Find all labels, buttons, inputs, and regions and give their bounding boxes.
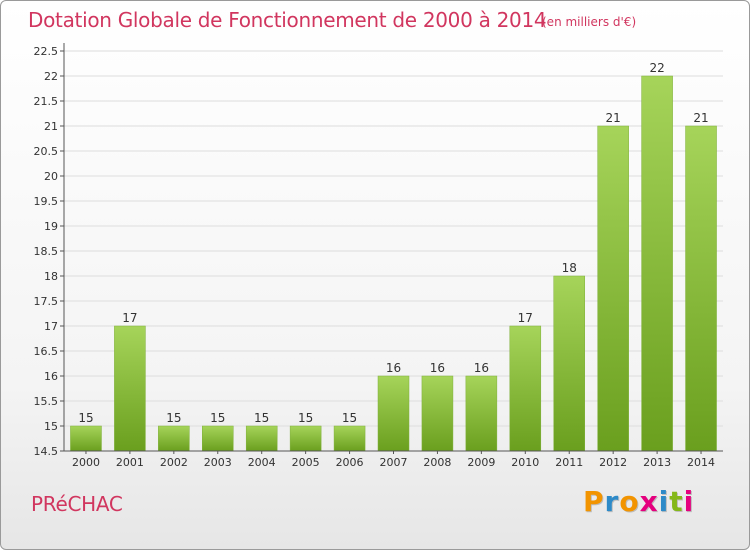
bar xyxy=(70,425,102,452)
y-tick-label: 21.5 xyxy=(34,95,59,108)
bar xyxy=(553,275,585,452)
y-tick-label: 17 xyxy=(44,320,58,333)
data-label: 16 xyxy=(386,361,401,375)
bar xyxy=(509,325,542,452)
logo-letter: t xyxy=(669,485,684,518)
data-label: 17 xyxy=(122,311,137,325)
x-tick-label: 2009 xyxy=(467,456,495,469)
data-label: 18 xyxy=(562,261,577,275)
y-tick-label: 22.5 xyxy=(34,45,59,58)
x-tick-label: 2013 xyxy=(643,456,671,469)
chart-title: Dotation Globale de Fonctionnement de 20… xyxy=(28,8,547,32)
data-label: 22 xyxy=(649,61,664,75)
bar xyxy=(333,425,366,452)
x-tick-label: 2003 xyxy=(204,456,232,469)
y-tick-label: 16 xyxy=(44,370,58,383)
x-tick-label: 2007 xyxy=(380,456,408,469)
data-label: 16 xyxy=(474,361,489,375)
y-tick-label: 16.5 xyxy=(34,345,59,358)
x-tick-label: 2000 xyxy=(72,456,100,469)
y-tick-label: 18.5 xyxy=(34,245,59,258)
x-tick-label: 2010 xyxy=(511,456,539,469)
y-tick-label: 19 xyxy=(44,220,58,233)
data-label: 21 xyxy=(606,111,621,125)
proxiti-logo[interactable]: Proxiti xyxy=(583,485,694,518)
bar xyxy=(114,325,146,452)
x-tick-label: 2006 xyxy=(336,456,364,469)
bar xyxy=(289,425,322,452)
data-label: 15 xyxy=(298,411,313,425)
x-tick-label: 2011 xyxy=(555,456,583,469)
bar xyxy=(158,425,190,452)
x-tick-label: 2002 xyxy=(160,456,188,469)
y-tick-label: 17.5 xyxy=(34,295,59,308)
logo-letter: r xyxy=(604,485,620,518)
x-tick-label: 2014 xyxy=(687,456,715,469)
logo-letter: o xyxy=(619,485,640,518)
data-label: 15 xyxy=(166,411,181,425)
bar xyxy=(377,375,410,452)
x-tick-label: 2008 xyxy=(423,456,451,469)
x-tick-label: 2004 xyxy=(248,456,276,469)
data-label: 15 xyxy=(254,411,269,425)
logo-letter: x xyxy=(639,485,659,518)
bar xyxy=(597,125,629,452)
logo-letter: P xyxy=(583,485,605,518)
bar xyxy=(465,375,498,452)
data-label: 15 xyxy=(210,411,225,425)
y-tick-label: 18 xyxy=(44,270,58,283)
logo-letter: i xyxy=(683,485,695,518)
x-tick-label: 2005 xyxy=(292,456,320,469)
logo-letter: i xyxy=(658,485,670,518)
bar xyxy=(685,125,717,452)
y-tick-label: 22 xyxy=(44,70,58,83)
chart-unit-note: (en milliers d'€) xyxy=(542,15,637,29)
commune-name: PRéCHAC xyxy=(31,492,123,516)
y-tick-label: 15 xyxy=(44,420,58,433)
y-tick-label: 21 xyxy=(44,120,58,133)
bar xyxy=(202,425,234,452)
y-tick-label: 20.5 xyxy=(34,145,59,158)
y-tick-label: 14.5 xyxy=(34,445,59,458)
bar xyxy=(421,375,454,452)
data-label: 15 xyxy=(342,411,357,425)
y-tick-label: 19.5 xyxy=(34,195,59,208)
data-label: 21 xyxy=(693,111,708,125)
bar xyxy=(641,75,673,452)
y-tick-label: 15.5 xyxy=(34,395,59,408)
data-label: 16 xyxy=(430,361,445,375)
bar xyxy=(245,425,278,452)
x-tick-label: 2001 xyxy=(116,456,144,469)
x-tick-label: 2012 xyxy=(599,456,627,469)
y-tick-label: 20 xyxy=(44,170,58,183)
data-label: 17 xyxy=(518,311,533,325)
data-label: 15 xyxy=(78,411,93,425)
